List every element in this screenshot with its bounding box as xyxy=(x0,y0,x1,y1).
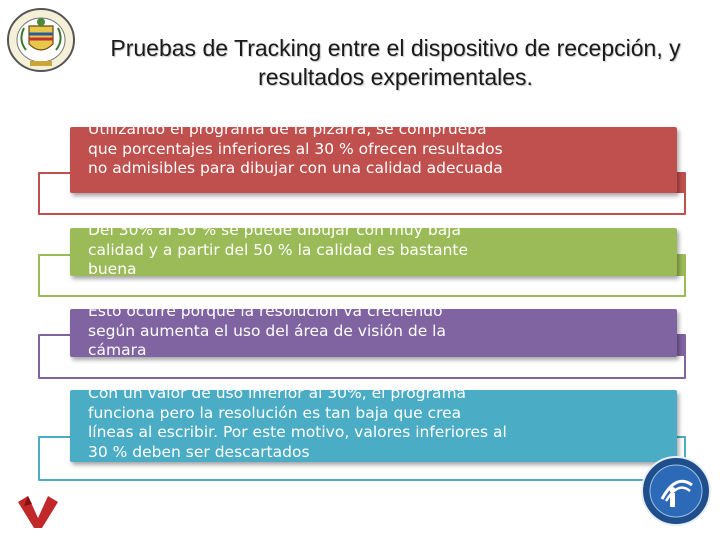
arrow-logo-icon xyxy=(14,492,62,530)
list-accent-3 xyxy=(674,336,685,356)
list-item-4-text: Con un valor de uso inferior al 30%, el … xyxy=(88,390,507,461)
list-item-1-text: Utilizando el programa de la pizarra, se… xyxy=(88,127,503,177)
list-item-3: Esto ocurre porque la resolución va crec… xyxy=(70,309,677,357)
list-item-3-text: Esto ocurre porque la resolución va crec… xyxy=(88,309,446,357)
university-crest-icon xyxy=(6,6,76,74)
list-accent-1 xyxy=(674,173,685,193)
wifi-seal-icon xyxy=(640,455,712,527)
list-item-4: Con un valor de uso inferior al 30%, el … xyxy=(70,390,677,462)
slide-title: Pruebas de Tracking entre el dispositivo… xyxy=(110,35,681,90)
list-item-2-text: Del 30% al 50 % se puede dibujar con muy… xyxy=(88,228,468,276)
list-accent-2 xyxy=(674,256,685,276)
list-item-2: Del 30% al 50 % se puede dibujar con muy… xyxy=(70,228,677,276)
list-item-1: Utilizando el programa de la pizarra, se… xyxy=(70,127,677,193)
